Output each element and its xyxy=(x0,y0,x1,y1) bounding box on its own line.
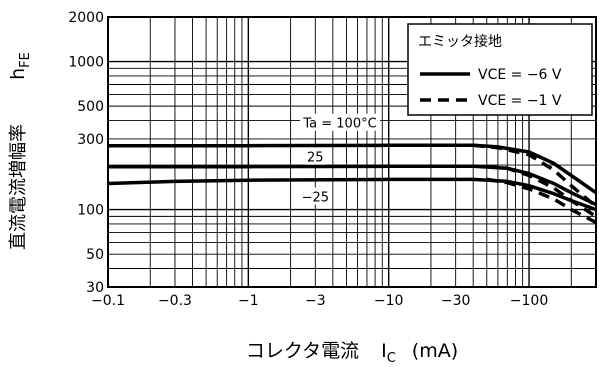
x-tick-label: −100 xyxy=(510,293,548,309)
curves xyxy=(107,143,598,224)
x-axis-label: コレクタ電流 IC (mA) xyxy=(246,340,458,366)
y-tick-label: 300 xyxy=(77,132,104,148)
y-axis-symbol: hFE xyxy=(7,52,33,80)
plot-frame xyxy=(107,16,597,288)
legend: エミッタ接地 VCE = −6 V VCE = −1 V xyxy=(407,23,593,116)
x-tick-label: −30 xyxy=(441,293,471,309)
y-tick-label: 1000 xyxy=(68,55,104,71)
x-tick-label: −3 xyxy=(305,293,326,309)
y-tick-label: 100 xyxy=(77,203,104,219)
annotation-bg xyxy=(304,147,326,165)
curve-annotations: Ta = 100°C 25 −25 xyxy=(300,113,381,205)
annotation-bg xyxy=(300,113,381,131)
y-tick-label: 2000 xyxy=(68,10,104,26)
x-tick-labels: −0.1 −0.3 −1 −3 −10 −30 −100 xyxy=(91,293,548,309)
annotation-minus-25: −25 xyxy=(302,190,329,205)
x-tick-label: −1 xyxy=(238,293,259,309)
annotation-25: 25 xyxy=(307,151,324,166)
legend-item-label: VCE = −1 V xyxy=(478,93,562,109)
y-tick-label: 30 xyxy=(86,280,104,296)
series-line-dashed xyxy=(473,143,598,208)
series-line-dashed xyxy=(486,177,597,224)
legend-item-label: VCE = −6 V xyxy=(478,67,562,83)
x-tick-label: −0.3 xyxy=(158,293,192,309)
annotation-bg xyxy=(301,187,330,205)
y-tick-labels: 30 50 100 300 500 1000 2000 xyxy=(68,10,104,296)
x-tick-label: −0.1 xyxy=(91,293,125,309)
series-line-dashed xyxy=(486,164,597,218)
y-tick-label: 50 xyxy=(86,247,104,263)
y-axis-label: 直流電流増幅率 xyxy=(8,124,29,250)
annotation-ta-100: Ta = 100°C xyxy=(302,117,376,132)
x-tick-label: −10 xyxy=(374,293,404,309)
legend-title: エミッタ接地 xyxy=(418,33,502,50)
y-tick-label: 500 xyxy=(77,99,104,115)
